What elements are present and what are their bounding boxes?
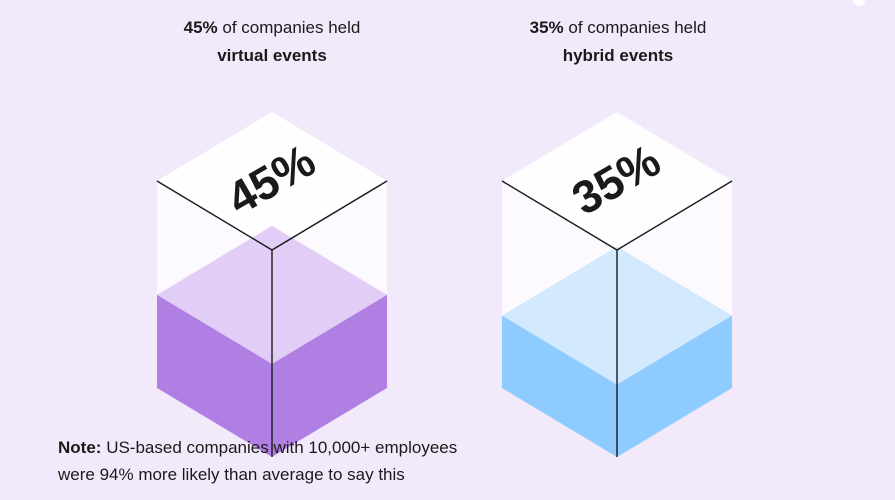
note-label: Note: <box>58 438 102 457</box>
virtual-events-caption: 45% of companies held virtual events <box>122 14 422 70</box>
virtual-caption-pct: 45% <box>183 18 218 37</box>
virtual-caption-bold: virtual events <box>217 46 327 65</box>
hybrid-caption-text: of companies held <box>568 18 707 37</box>
hybrid-fill-right <box>617 315 732 457</box>
hybrid-events-caption: 35% of companies held hybrid events <box>468 14 768 70</box>
virtual-fill-right <box>272 294 387 457</box>
note-line-2: were 94% more likely than average to say… <box>58 465 405 484</box>
note-text: Note: US-based companies with 10,000+ em… <box>58 434 457 488</box>
corner-dot-icon <box>853 0 865 6</box>
hybrid-caption-bold: hybrid events <box>562 46 674 65</box>
hybrid-fill-left <box>502 315 617 457</box>
hybrid-caption-pct: 35% <box>529 18 564 37</box>
note-line-1: US-based companies with 10,000+ employee… <box>106 438 458 457</box>
virtual-fill-left <box>157 294 272 457</box>
virtual-caption-text: of companies held <box>222 18 361 37</box>
